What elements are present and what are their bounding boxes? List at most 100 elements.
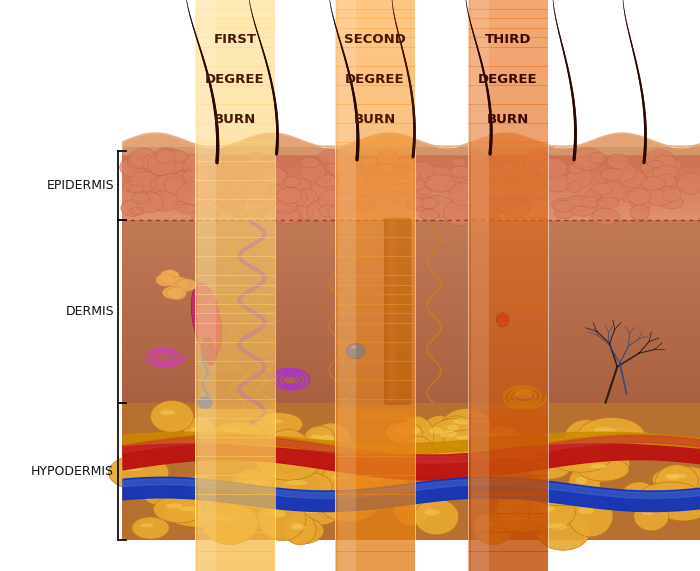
Ellipse shape bbox=[164, 177, 186, 194]
Text: BURN: BURN bbox=[354, 114, 396, 126]
Ellipse shape bbox=[386, 422, 423, 443]
Bar bbox=[468, 532, 548, 542]
Bar bbox=[335, 542, 415, 552]
Bar bbox=[195, 332, 275, 343]
Bar bbox=[468, 57, 548, 67]
Bar bbox=[122, 393, 700, 398]
Ellipse shape bbox=[548, 524, 567, 530]
Ellipse shape bbox=[611, 163, 637, 181]
Ellipse shape bbox=[167, 287, 186, 300]
Bar bbox=[468, 0, 548, 10]
Bar bbox=[122, 206, 700, 210]
Ellipse shape bbox=[329, 162, 349, 178]
Bar bbox=[468, 399, 548, 409]
Ellipse shape bbox=[275, 200, 297, 213]
Bar bbox=[122, 435, 700, 439]
Bar bbox=[195, 132, 275, 143]
Ellipse shape bbox=[449, 166, 471, 178]
Ellipse shape bbox=[470, 206, 486, 218]
Ellipse shape bbox=[324, 171, 349, 187]
Text: HYPODERMIS: HYPODERMIS bbox=[31, 465, 114, 477]
Bar bbox=[335, 485, 415, 495]
Ellipse shape bbox=[426, 174, 455, 192]
Bar bbox=[122, 384, 700, 389]
Ellipse shape bbox=[249, 208, 268, 219]
Bar bbox=[122, 256, 700, 261]
Bar bbox=[122, 229, 700, 234]
Bar bbox=[122, 151, 700, 155]
Bar bbox=[468, 494, 548, 504]
Bar bbox=[122, 172, 700, 175]
Bar bbox=[335, 304, 415, 314]
Ellipse shape bbox=[589, 152, 606, 164]
Bar bbox=[195, 123, 275, 133]
Bar bbox=[122, 398, 700, 403]
Ellipse shape bbox=[158, 160, 183, 174]
Ellipse shape bbox=[278, 208, 302, 224]
Text: FIRST: FIRST bbox=[214, 34, 256, 46]
Bar bbox=[335, 399, 415, 409]
Bar bbox=[122, 192, 700, 196]
Bar bbox=[335, 295, 415, 304]
Bar bbox=[195, 9, 275, 19]
Ellipse shape bbox=[662, 187, 681, 202]
Ellipse shape bbox=[354, 466, 407, 498]
Ellipse shape bbox=[288, 204, 314, 220]
Ellipse shape bbox=[393, 488, 431, 526]
Bar bbox=[195, 323, 275, 333]
Bar bbox=[195, 66, 275, 76]
Ellipse shape bbox=[150, 191, 178, 211]
Bar bbox=[122, 162, 700, 165]
Bar bbox=[335, 152, 415, 162]
Bar bbox=[468, 209, 548, 219]
Ellipse shape bbox=[515, 389, 533, 399]
Ellipse shape bbox=[640, 482, 700, 510]
Text: EPIDERMIS: EPIDERMIS bbox=[46, 179, 114, 192]
Ellipse shape bbox=[654, 490, 676, 495]
Ellipse shape bbox=[645, 150, 674, 168]
Bar bbox=[122, 535, 700, 540]
Ellipse shape bbox=[189, 184, 206, 195]
Ellipse shape bbox=[444, 208, 466, 223]
Bar bbox=[122, 498, 700, 503]
Bar bbox=[468, 104, 548, 114]
Bar bbox=[468, 114, 548, 124]
Ellipse shape bbox=[606, 174, 626, 184]
Bar bbox=[122, 175, 700, 179]
Ellipse shape bbox=[318, 190, 346, 210]
Bar bbox=[335, 504, 415, 514]
Bar bbox=[335, 428, 415, 438]
Bar bbox=[195, 180, 275, 190]
Bar bbox=[195, 275, 275, 286]
Bar bbox=[122, 416, 700, 421]
Ellipse shape bbox=[148, 153, 175, 175]
Ellipse shape bbox=[407, 448, 420, 455]
Ellipse shape bbox=[108, 455, 169, 490]
Ellipse shape bbox=[668, 500, 687, 505]
Ellipse shape bbox=[652, 466, 700, 492]
Ellipse shape bbox=[416, 188, 431, 195]
Ellipse shape bbox=[434, 448, 466, 492]
Bar bbox=[122, 210, 700, 213]
Ellipse shape bbox=[183, 417, 216, 452]
Ellipse shape bbox=[317, 175, 337, 188]
Ellipse shape bbox=[442, 434, 477, 464]
Bar bbox=[468, 323, 548, 333]
Ellipse shape bbox=[137, 192, 163, 212]
Ellipse shape bbox=[647, 153, 671, 172]
Bar bbox=[122, 307, 700, 311]
Ellipse shape bbox=[421, 198, 439, 209]
Bar bbox=[195, 475, 275, 485]
Ellipse shape bbox=[256, 413, 302, 436]
Ellipse shape bbox=[582, 430, 629, 460]
Ellipse shape bbox=[147, 177, 170, 193]
Ellipse shape bbox=[566, 168, 592, 187]
Ellipse shape bbox=[213, 422, 265, 444]
Ellipse shape bbox=[456, 436, 474, 440]
Ellipse shape bbox=[568, 164, 583, 174]
Ellipse shape bbox=[351, 203, 368, 212]
Ellipse shape bbox=[158, 149, 185, 164]
Ellipse shape bbox=[493, 501, 525, 529]
Ellipse shape bbox=[412, 166, 432, 183]
Bar bbox=[122, 203, 700, 206]
